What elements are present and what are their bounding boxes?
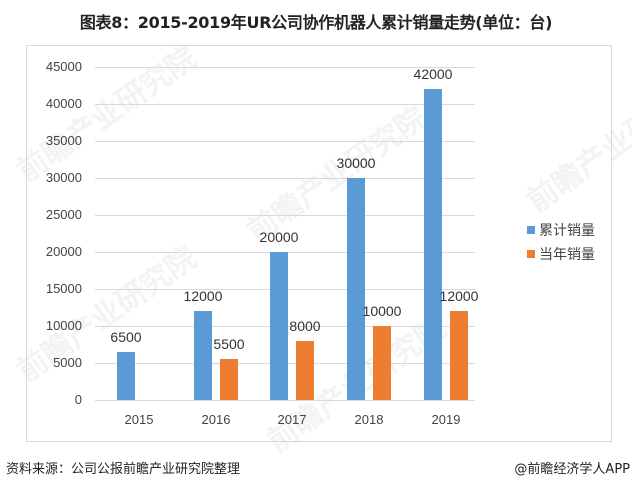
data-label: 12000 <box>439 288 479 304</box>
source-note: 资料来源：公司公报前瞻产业研究院整理 <box>6 462 241 477</box>
y-tick-label: 25000 <box>45 207 82 222</box>
bar-cumulative <box>194 311 212 400</box>
gridline <box>95 67 475 68</box>
bar-cumulative <box>117 352 135 400</box>
x-tick-label: 2018 <box>354 412 384 427</box>
y-tick-label: 35000 <box>45 133 82 148</box>
bar-cumulative <box>347 178 365 400</box>
data-label: 42000 <box>413 66 453 82</box>
chart-frame <box>26 45 612 442</box>
data-label: 8000 <box>289 318 321 334</box>
gridline <box>95 178 475 179</box>
gridline <box>95 215 475 216</box>
data-label: 10000 <box>362 303 402 319</box>
legend-item: 累计销量 <box>527 219 595 241</box>
x-tick-label: 2017 <box>277 412 307 427</box>
gridline <box>95 400 475 401</box>
bar-cumulative <box>270 252 288 400</box>
y-tick-label: 45000 <box>45 59 82 74</box>
data-label: 20000 <box>259 229 299 245</box>
data-label: 6500 <box>110 329 142 345</box>
legend-label: 当年销量 <box>539 247 595 263</box>
x-tick-label: 2019 <box>431 412 461 427</box>
bar-cumulative <box>424 89 442 400</box>
y-tick-label: 20000 <box>45 244 82 259</box>
y-tick-label: 10000 <box>45 318 82 333</box>
y-tick-label: 40000 <box>45 96 82 111</box>
y-tick-label: 15000 <box>45 281 82 296</box>
bar-annual <box>450 311 468 400</box>
legend-swatch-icon <box>527 226 535 234</box>
data-label: 5500 <box>213 336 245 352</box>
y-tick-label: 0 <box>74 392 82 407</box>
x-tick-label: 2016 <box>201 412 231 427</box>
data-label: 12000 <box>183 288 223 304</box>
data-label: 30000 <box>336 155 376 171</box>
gridline <box>95 141 475 142</box>
y-tick-label: 5000 <box>53 355 82 370</box>
chart-title: 图表8：2015-2019年UR公司协作机器人累计销量走势(单位：台) <box>79 13 553 32</box>
bar-annual <box>220 359 238 400</box>
y-tick-label: 30000 <box>45 170 82 185</box>
legend: 累计销量 当年销量 <box>527 219 595 267</box>
bar-annual <box>373 326 391 400</box>
legend-swatch-icon <box>527 250 535 258</box>
legend-label: 累计销量 <box>539 223 595 239</box>
legend-item: 当年销量 <box>527 243 595 265</box>
gridline <box>95 104 475 105</box>
credit-note: @前瞻经济学人APP <box>514 462 630 477</box>
bar-annual <box>296 341 314 400</box>
x-tick-label: 2015 <box>124 412 154 427</box>
